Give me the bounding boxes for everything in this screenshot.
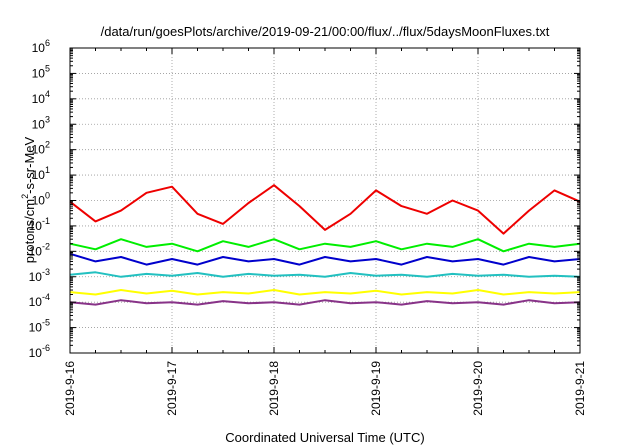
x-axis-label: Coordinated Universal Time (UTC) <box>225 430 424 445</box>
y-tick-label: 104 <box>32 89 50 106</box>
y-tick-label: 106 <box>32 38 50 55</box>
x-tick-label: 2019-9-17 <box>165 361 179 416</box>
y-tick-label: 10-2 <box>29 241 50 258</box>
y-tick-label: 10-1 <box>29 216 50 233</box>
y-tick-label: 105 <box>32 63 50 80</box>
y-axis-ticks: 10-6 10-5 10-4 10-3 10-2 10-1 100 101 102 103 104 1… <box>29 38 580 360</box>
chart-title: /data/run/goesPlots/archive/2019-09-21/0… <box>101 24 550 39</box>
y-tick-label: 10-5 <box>29 318 50 335</box>
series-line-5 <box>69 289 581 296</box>
series-line-2 <box>69 238 581 253</box>
y-axis-label: protons/cm2-s-sr-MeV <box>20 136 37 263</box>
y-tick-label: 100 <box>32 191 50 208</box>
series-group <box>69 184 581 306</box>
series-line-4 <box>69 271 581 278</box>
x-tick-label: 2019-9-20 <box>471 361 485 416</box>
grid-lines <box>70 48 580 353</box>
x-tick-label: 2019-9-16 <box>63 361 77 416</box>
x-tick-label: 2019-9-19 <box>369 361 383 416</box>
y-tick-label: 10-6 <box>29 343 50 360</box>
series-line-6 <box>69 299 581 306</box>
x-tick-label: 2019-9-21 <box>573 361 587 416</box>
y-tick-label: 10-3 <box>29 267 50 284</box>
x-axis-ticks: 2019-9-16 2019-9-17 2019-9-18 2019-9-19 2019… <box>63 48 587 416</box>
y-tick-label: 101 <box>32 165 50 182</box>
x-tick-label: 2019-9-18 <box>267 361 281 416</box>
series-line-1 <box>69 184 581 235</box>
series-line-3 <box>69 252 581 266</box>
y-tick-label: 103 <box>32 114 50 131</box>
y-tick-label: 102 <box>32 140 50 157</box>
y-tick-label: 10-4 <box>29 292 50 309</box>
